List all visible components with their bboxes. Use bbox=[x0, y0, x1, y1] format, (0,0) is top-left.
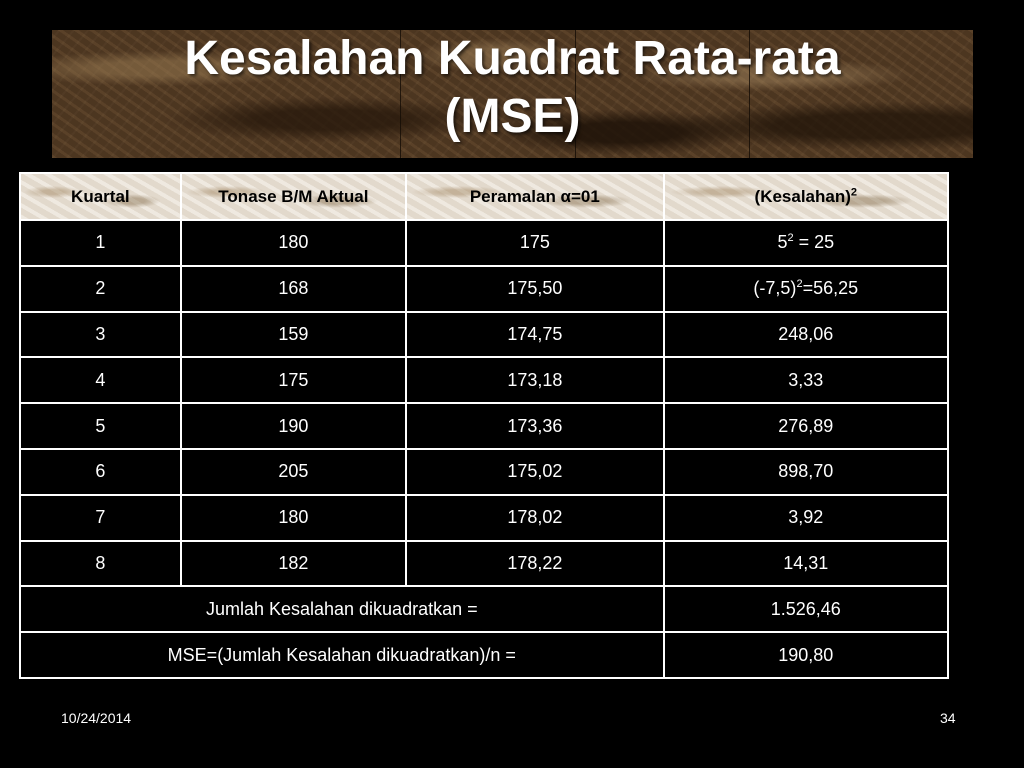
squared-error-value: 3,33 bbox=[788, 369, 824, 390]
header-actual-tonnage: Tonase B/M Aktual bbox=[179, 172, 408, 221]
cell-actual: 205 bbox=[179, 447, 408, 496]
slide-title-line2: (MSE) bbox=[444, 90, 581, 143]
squared-error-value: 898,70 bbox=[778, 461, 834, 482]
cell-quarter: 7 bbox=[19, 493, 182, 542]
cell-actual: 175 bbox=[179, 356, 408, 405]
squared-error-value: 248,06 bbox=[778, 323, 834, 344]
sum-label: Jumlah Kesalahan dikuadratkan = bbox=[19, 585, 665, 634]
squared-error-result: = 25 bbox=[793, 232, 835, 253]
cell-actual: 159 bbox=[179, 310, 408, 359]
table-row: 2 168 175,50 (-7,5)2=56,25 bbox=[19, 264, 950, 313]
squared-error-value: 14,31 bbox=[783, 552, 829, 573]
cell-quarter: 4 bbox=[19, 356, 182, 405]
header-squared-error: (Kesalahan)2 bbox=[662, 172, 950, 221]
cell-forecast: 174,75 bbox=[405, 310, 665, 359]
footer-date: 10/24/2014 bbox=[61, 710, 132, 726]
cell-forecast: 175,02 bbox=[405, 447, 665, 496]
table-row: 4 175 173,18 3,33 bbox=[19, 356, 950, 405]
cell-quarter: 5 bbox=[19, 402, 182, 450]
cell-forecast: 178,02 bbox=[405, 493, 665, 542]
cell-quarter: 8 bbox=[19, 539, 182, 588]
cell-actual: 168 bbox=[179, 264, 408, 313]
cell-squared-error: 276,89 bbox=[662, 402, 950, 450]
header-forecast: Peramalan α=01 bbox=[405, 172, 665, 221]
table-row: 6 205 175,02 898,70 bbox=[19, 447, 950, 496]
slide-title-line1: Kesalahan Kuadrat Rata-rata bbox=[184, 32, 841, 85]
squared-error-value: 3,92 bbox=[788, 507, 824, 528]
header-squared-error-base: (Kesalahan) bbox=[754, 186, 851, 206]
cell-forecast: 175,50 bbox=[405, 264, 665, 313]
cell-quarter: 3 bbox=[19, 310, 182, 359]
table-row: 3 159 174,75 248,06 bbox=[19, 310, 950, 359]
cell-squared-error: 52 = 25 bbox=[662, 219, 950, 267]
cell-forecast: 178,22 bbox=[405, 539, 665, 588]
mse-value: 190,80 bbox=[662, 631, 950, 679]
cell-actual: 190 bbox=[179, 402, 408, 450]
squared-error-result: =56,25 bbox=[802, 278, 859, 299]
squared-error-exponent: 2 bbox=[796, 278, 803, 291]
table-header-row: Kuartal Tonase B/M Aktual Peramalan α=01… bbox=[19, 172, 950, 221]
cell-squared-error: 248,06 bbox=[662, 310, 950, 359]
table-row: 7 180 178,02 3,92 bbox=[19, 493, 950, 542]
sum-row: Jumlah Kesalahan dikuadratkan = 1.526,46 bbox=[19, 585, 950, 634]
cell-squared-error: 898,70 bbox=[662, 447, 950, 496]
cell-quarter: 2 bbox=[19, 264, 182, 313]
cell-squared-error: 3,33 bbox=[662, 356, 950, 405]
mse-row: MSE=(Jumlah Kesalahan dikuadratkan)/n = … bbox=[19, 631, 950, 679]
table-row: 8 182 178,22 14,31 bbox=[19, 539, 950, 588]
page-number: 34 bbox=[940, 710, 956, 726]
slide-title: Kesalahan Kuadrat Rata-rata (MSE) bbox=[52, 30, 973, 146]
cell-squared-error: (-7,5)2=56,25 bbox=[662, 264, 950, 313]
cell-squared-error: 14,31 bbox=[662, 539, 950, 588]
sum-value: 1.526,46 bbox=[662, 585, 950, 634]
cell-quarter: 1 bbox=[19, 219, 182, 267]
title-banner-texture bbox=[52, 30, 973, 158]
squared-error-value: (-7,5) bbox=[753, 278, 797, 299]
mse-label: MSE=(Jumlah Kesalahan dikuadratkan)/n = bbox=[19, 631, 665, 679]
cell-forecast: 175 bbox=[405, 219, 665, 267]
cell-actual: 180 bbox=[179, 493, 408, 542]
cell-forecast: 173,36 bbox=[405, 402, 665, 450]
squared-error-exponent: 2 bbox=[787, 232, 794, 245]
cell-actual: 180 bbox=[179, 219, 408, 267]
table-body: 1 180 175 52 = 25 2 168 175,50 (-7,5)2=56,25 3 15… bbox=[19, 219, 950, 588]
table-row: 5 190 173,36 276,89 bbox=[19, 402, 950, 450]
cell-squared-error: 3,92 bbox=[662, 493, 950, 542]
cell-forecast: 173,18 bbox=[405, 356, 665, 405]
squared-error-value: 5 bbox=[777, 232, 788, 253]
header-squared-error-exponent: 2 bbox=[850, 185, 858, 198]
mse-table: Kuartal Tonase B/M Aktual Peramalan α=01… bbox=[19, 172, 950, 679]
cell-actual: 182 bbox=[179, 539, 408, 588]
header-quarter: Kuartal bbox=[19, 172, 182, 221]
table-row: 1 180 175 52 = 25 bbox=[19, 219, 950, 267]
cell-quarter: 6 bbox=[19, 447, 182, 496]
squared-error-value: 276,89 bbox=[778, 415, 834, 436]
